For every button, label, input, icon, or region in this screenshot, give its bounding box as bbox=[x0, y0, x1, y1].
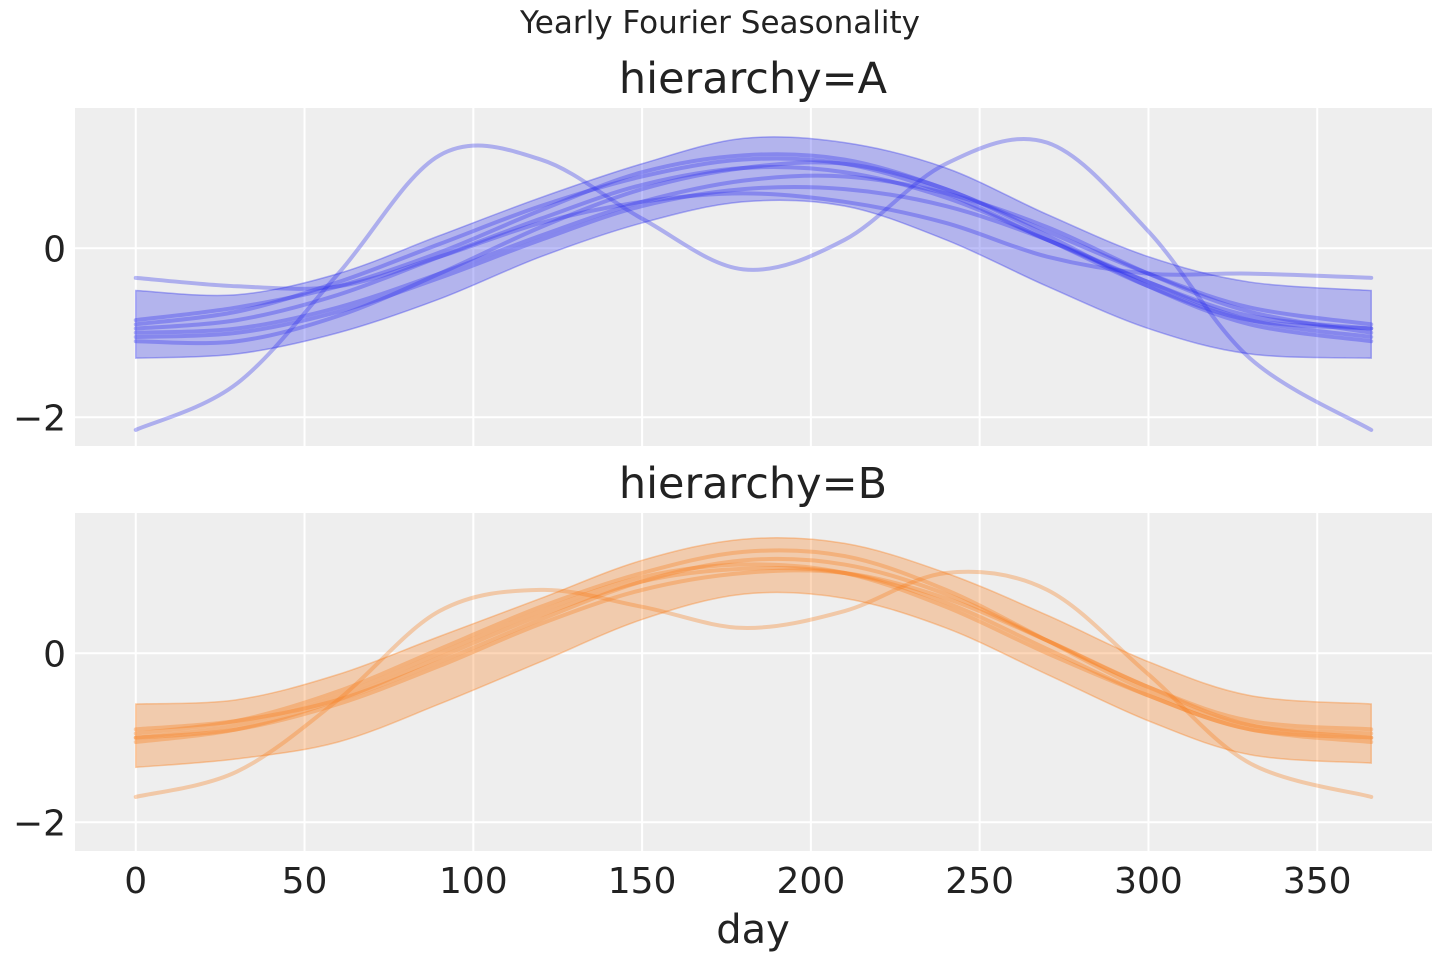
x-tick-label: 250 bbox=[945, 861, 1014, 902]
panel-title-b: hierarchy=B bbox=[619, 459, 887, 509]
sample-line bbox=[133, 568, 1374, 740]
sample-line bbox=[133, 160, 1374, 346]
panel-hierarchy-a: 0 −2 hierarchy=A bbox=[13, 54, 1432, 446]
sample-line bbox=[133, 191, 1374, 291]
sample-line bbox=[133, 556, 1374, 732]
chart-title: Yearly Fourier Seasonality bbox=[519, 5, 920, 41]
y-tick-label: −2 bbox=[13, 803, 66, 844]
x-tick-label: 300 bbox=[1114, 861, 1183, 902]
x-tick-label: 350 bbox=[1283, 861, 1352, 902]
x-tick-label: 50 bbox=[282, 861, 328, 902]
panel-title-a: hierarchy=A bbox=[619, 54, 888, 104]
sample-line bbox=[133, 548, 1374, 736]
hdi-band bbox=[135, 537, 1372, 769]
sample-line bbox=[133, 156, 1374, 331]
y-tick-label: 0 bbox=[43, 229, 66, 270]
plot-background bbox=[75, 108, 1432, 446]
sample-line bbox=[133, 562, 1374, 740]
x-tick-label: 150 bbox=[608, 861, 677, 902]
y-tick-label: 0 bbox=[43, 634, 66, 675]
x-tick-label: 100 bbox=[439, 861, 508, 902]
panel-hierarchy-b: 0 50 100 150 200 250 300 350 0 −2 hierarchy=B bbox=[13, 459, 1432, 902]
x-tick-label: 0 bbox=[124, 861, 147, 902]
sample-line bbox=[133, 165, 1374, 331]
x-axis-label: day bbox=[716, 907, 790, 953]
sample-line bbox=[133, 565, 1374, 744]
sample-line bbox=[133, 152, 1374, 327]
sample-line bbox=[133, 185, 1374, 339]
sample-line bbox=[133, 136, 1374, 432]
x-tick-label: 200 bbox=[777, 861, 846, 902]
plot-background bbox=[75, 513, 1432, 851]
sample-line bbox=[133, 569, 1374, 799]
hdi-band bbox=[135, 136, 1372, 359]
sample-line bbox=[133, 173, 1374, 335]
y-tick-label: −2 bbox=[13, 398, 66, 439]
